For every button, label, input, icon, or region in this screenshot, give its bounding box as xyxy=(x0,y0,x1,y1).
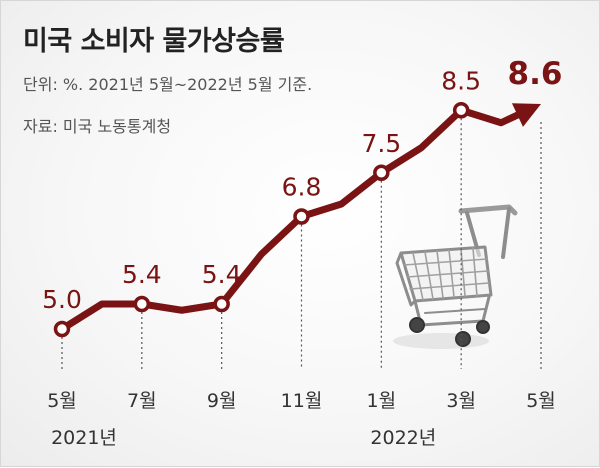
data-marker xyxy=(452,102,470,119)
data-label: 6.8 xyxy=(282,173,322,202)
x-tick-label: 11월 xyxy=(281,390,323,412)
data-marker xyxy=(373,164,390,181)
x-tick-label: 9월 xyxy=(207,390,237,412)
data-markers xyxy=(53,102,470,338)
x-tick-year-label: 2021년 xyxy=(51,427,117,449)
guide-lines xyxy=(61,118,542,369)
data-label: 5.4 xyxy=(122,260,162,289)
x-tick-label: 5월 xyxy=(47,390,77,412)
data-label: 8.5 xyxy=(441,66,481,95)
chart-title: 미국 소비자 물가상승률 xyxy=(23,26,285,57)
unit-note: 단위: %. 2021년 5월~2022년 5월 기준. xyxy=(23,75,313,94)
data-labels: 5.0 5.4 5.4 6.8 7.5 8.5 8.6 xyxy=(42,56,562,314)
x-tick-label: 5월 xyxy=(526,390,556,412)
source-note: 자료: 미국 노동통계청 xyxy=(23,117,172,136)
series-arrow-head xyxy=(511,103,541,127)
x-tick-label: 7월 xyxy=(127,390,157,412)
x-axis-ticks: 5월 2021년 7월 9월 11월 1월 2022년 3월 5월 xyxy=(47,390,556,449)
shopping-cart-icon xyxy=(393,204,518,349)
data-marker xyxy=(293,208,310,225)
data-marker xyxy=(53,320,71,338)
data-label: 5.4 xyxy=(202,260,242,289)
x-tick-label: 1월 xyxy=(367,390,397,412)
data-label: 8.6 xyxy=(508,56,563,92)
data-marker xyxy=(133,295,151,313)
x-tick-label: 3월 xyxy=(446,390,476,412)
data-marker xyxy=(213,295,230,313)
x-tick-year-label: 2022년 xyxy=(370,427,436,449)
data-label: 7.5 xyxy=(361,129,401,158)
data-label: 5.0 xyxy=(42,285,82,314)
